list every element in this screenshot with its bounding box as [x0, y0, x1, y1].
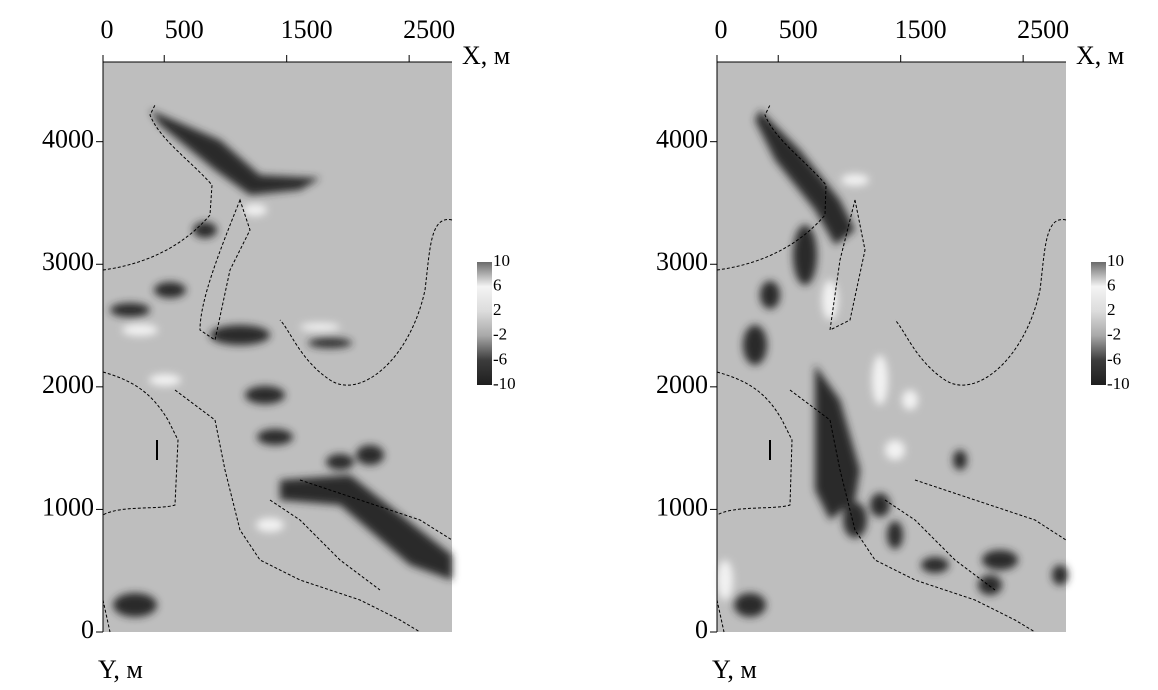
colorbar	[477, 262, 492, 385]
colorbar-tick-label: -6	[493, 349, 507, 368]
y-tick-label: 3000	[656, 247, 708, 276]
colorbar-tick-label: -10	[493, 374, 516, 393]
colorbar-tick-label: -2	[493, 325, 507, 344]
x-tick-label: 500	[165, 15, 204, 44]
x-tick-label: 1500	[895, 15, 947, 44]
y-tick-label: 4000	[42, 125, 94, 154]
colorbar-tick-label: -6	[1107, 349, 1121, 368]
x-tick-label: 0	[101, 15, 114, 44]
y-tick-label: 3000	[42, 247, 94, 276]
colorbar-tick-label: 10	[1107, 251, 1124, 270]
x-tick-label: 500	[779, 15, 818, 44]
y-axis-label: Y, м	[98, 655, 143, 684]
y-tick-label: 2000	[42, 370, 94, 399]
x-tick-label: 2500	[403, 15, 455, 44]
x-tick-label: 1500	[281, 15, 333, 44]
x-axis-label: X, м	[1076, 41, 1124, 70]
colorbar-tick-label: 6	[493, 276, 502, 295]
x-tick-label: 2500	[1017, 15, 1069, 44]
x-tick-label: 0	[715, 15, 728, 44]
x-axis-label: X, м	[462, 41, 510, 70]
field-right	[716, 62, 1068, 633]
colorbar-tick-label: -2	[1107, 325, 1121, 344]
y-tick-label: 0	[81, 615, 94, 644]
y-tick-label: 2000	[656, 370, 708, 399]
colorbar-tick-label: 2	[493, 300, 502, 319]
y-axis-label: Y, м	[712, 655, 757, 684]
y-tick-label: 0	[695, 615, 708, 644]
y-tick-label: 1000	[42, 492, 94, 521]
y-tick-label: 4000	[656, 125, 708, 154]
colorbar-tick-label: 2	[1107, 300, 1116, 319]
colorbar-tick-label: 10	[493, 251, 510, 270]
field-left	[102, 62, 453, 633]
colorbar	[1091, 262, 1106, 385]
colorbar-tick-label: 6	[1107, 276, 1116, 295]
colorbar-tick-label: -10	[1107, 374, 1130, 393]
y-tick-label: 1000	[656, 492, 708, 521]
